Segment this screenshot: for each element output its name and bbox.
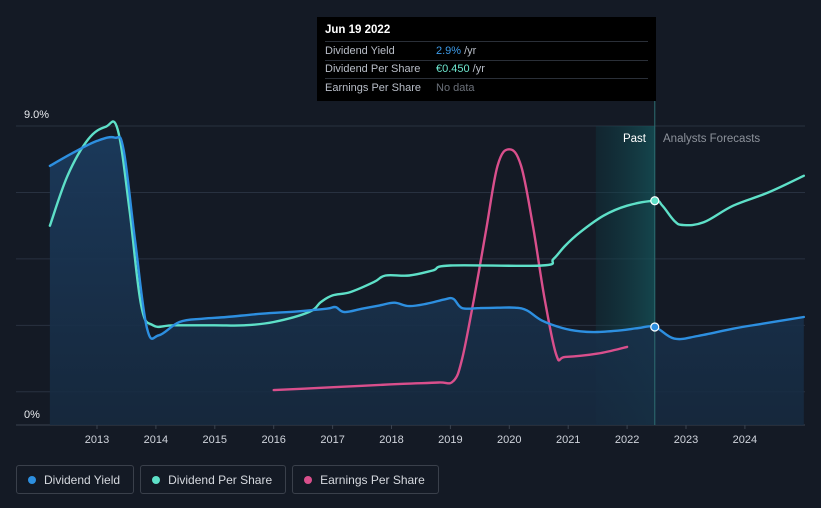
x-tick-label: 2013 — [85, 434, 109, 446]
marker-dividend-per-share — [650, 196, 660, 206]
x-axis-ticks: 2013 2014 2015 2016 2017 2018 2019 2020 2021 2022… — [85, 425, 757, 446]
tooltip-row-dividend-per-share: Dividend Per Share €0.450 /yr — [325, 59, 648, 79]
tooltip-value: €0.450 — [436, 63, 470, 76]
marker-dividend-yield — [650, 322, 660, 332]
tooltip-unit: /yr — [464, 44, 477, 57]
legend-earnings-per-share[interactable]: Earnings Per Share — [292, 465, 439, 494]
x-tick-label: 2020 — [497, 434, 521, 446]
tooltip-row-earnings-per-share: Earnings Per Share No data — [325, 78, 648, 97]
legend-dot-icon — [304, 475, 313, 484]
tooltip-label: Earnings Per Share — [325, 81, 421, 94]
x-tick-label: 2015 — [203, 434, 227, 446]
x-tick-label: 2022 — [615, 434, 639, 446]
legend-dot-icon — [152, 475, 161, 484]
series-line-dividend-yield — [48, 135, 805, 341]
x-tick-label: 2017 — [320, 434, 344, 446]
series-line-earnings-per-share — [272, 148, 629, 392]
x-tick-label: 2021 — [556, 434, 580, 446]
tooltip-unit: /yr — [472, 63, 485, 76]
legend-label: Dividend Yield — [44, 472, 121, 487]
tooltip-value: No data — [436, 81, 475, 94]
legend-label: Earnings Per Share — [320, 472, 425, 487]
chart-legend: Dividend Yield Dividend Per Share Earnin… — [16, 465, 439, 494]
legend-dot-icon — [28, 475, 36, 484]
x-tick-label: 2016 — [261, 434, 285, 446]
tooltip-value: 2.9% — [436, 44, 462, 57]
y-axis-bottom-label: 0% — [24, 409, 40, 421]
x-tick-label: 2018 — [379, 434, 403, 446]
x-tick-label: 2023 — [674, 434, 698, 446]
series-line-dividend-per-share — [48, 120, 805, 329]
tooltip-row-dividend-yield: Dividend Yield 2.9% /yr — [325, 41, 648, 60]
x-tick-label: 2024 — [733, 434, 757, 446]
x-tick-label: 2019 — [438, 434, 462, 446]
legend-dividend-yield[interactable]: Dividend Yield — [16, 465, 135, 494]
legend-dividend-per-share[interactable]: Dividend Per Share — [140, 465, 287, 494]
current-markers — [650, 196, 660, 332]
tooltip-label: Dividend Per Share — [325, 63, 421, 76]
past-region-label: Past — [623, 133, 647, 145]
x-tick-label: 2014 — [144, 434, 168, 446]
series-lines — [48, 120, 805, 392]
tooltip-label: Dividend Yield — [325, 44, 395, 57]
tooltip-date: Jun 19 2022 — [325, 24, 391, 36]
forecast-region-label: Analysts Forecasts — [663, 133, 760, 145]
dividend-yield-area — [49, 136, 804, 425]
y-axis-top-label: 9.0% — [24, 109, 49, 121]
legend-label: Dividend Per Share — [168, 472, 273, 487]
chart-tooltip: Jun 19 2022 Dividend Yield 2.9% /yr Divi… — [317, 17, 656, 101]
